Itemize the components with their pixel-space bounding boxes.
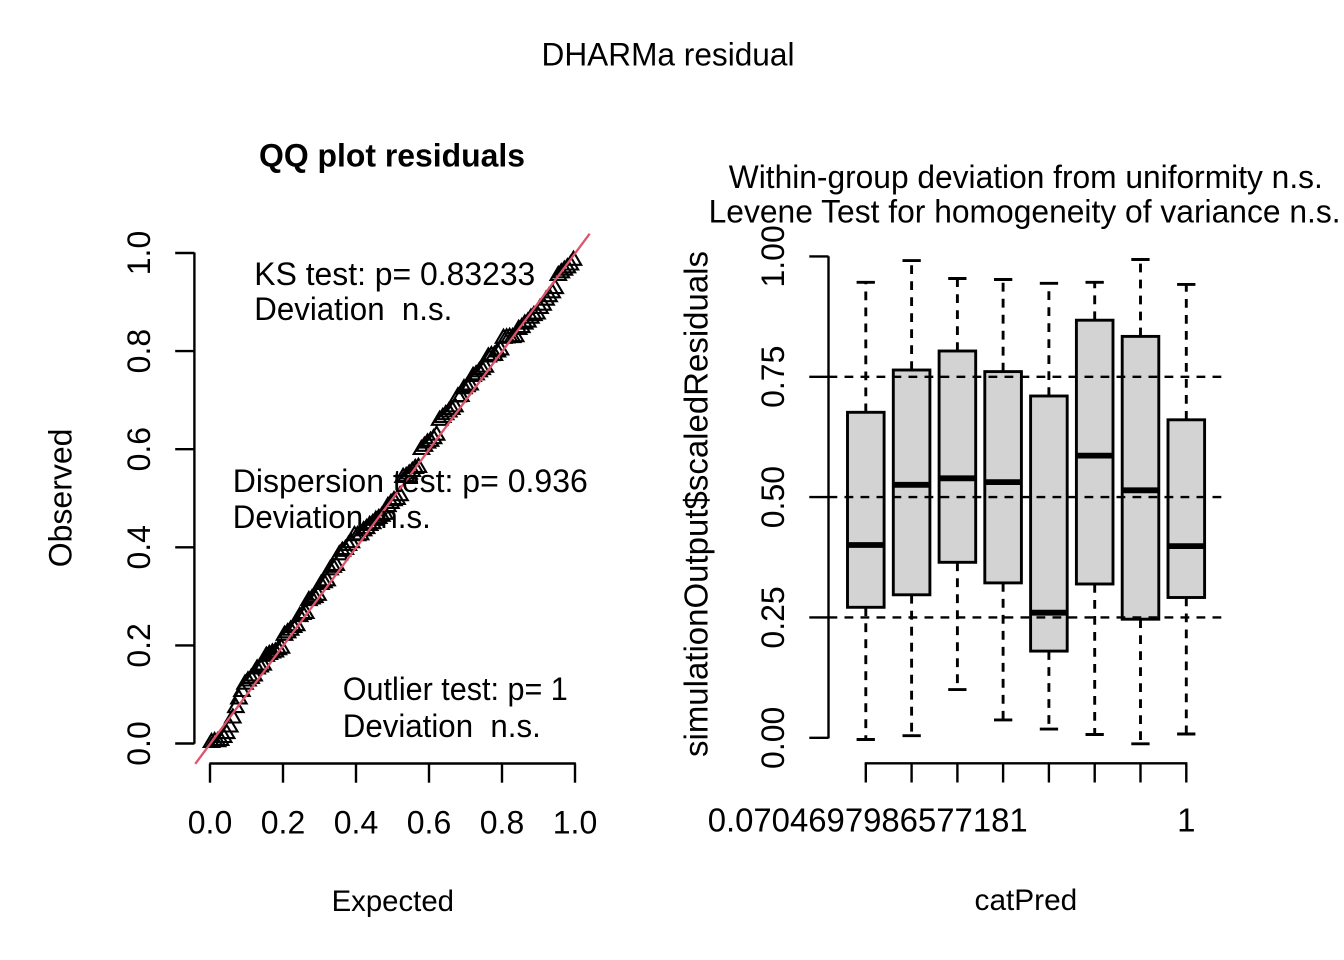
svg-text:DHARMa residual: DHARMa residual xyxy=(542,36,795,72)
svg-text:0.2: 0.2 xyxy=(261,805,305,841)
svg-text:Within-group deviation from un: Within-group deviation from uniformity n… xyxy=(729,159,1323,195)
svg-text:0.75: 0.75 xyxy=(755,346,791,408)
svg-text:Levene Test for homogeneity of: Levene Test for homogeneity of variance … xyxy=(709,193,1341,229)
svg-text:0.8: 0.8 xyxy=(121,329,157,373)
svg-text:0.4: 0.4 xyxy=(121,525,157,569)
svg-text:0.2: 0.2 xyxy=(121,623,157,667)
svg-text:0.25: 0.25 xyxy=(755,586,791,648)
svg-text:0.4: 0.4 xyxy=(334,805,378,841)
svg-text:Observed: Observed xyxy=(43,429,79,568)
svg-text:Expected: Expected xyxy=(332,885,454,918)
svg-text:1.0: 1.0 xyxy=(121,231,157,275)
svg-text:0.8: 0.8 xyxy=(480,805,524,841)
svg-text:1: 1 xyxy=(1177,802,1195,839)
svg-text:Deviation n.s.: Deviation n.s. xyxy=(233,499,431,535)
svg-text:Deviation n.s.: Deviation n.s. xyxy=(254,291,452,327)
svg-text:KS test: p= 0.83233: KS test: p= 0.83233 xyxy=(254,256,535,292)
svg-text:0.6: 0.6 xyxy=(121,427,157,471)
svg-text:simulationOutput$scaledResidua: simulationOutput$scaledResiduals xyxy=(678,251,715,757)
svg-text:0.6: 0.6 xyxy=(407,805,451,841)
svg-text:1.00: 1.00 xyxy=(755,225,791,287)
svg-text:1.0: 1.0 xyxy=(553,805,597,841)
svg-text:Outlier test: p= 1: Outlier test: p= 1 xyxy=(343,671,568,707)
svg-text:0.0: 0.0 xyxy=(188,805,232,841)
svg-text:Deviation n.s.: Deviation n.s. xyxy=(343,708,541,744)
svg-text:Dispersion test: p= 0.936: Dispersion test: p= 0.936 xyxy=(233,463,588,499)
svg-text:0.50: 0.50 xyxy=(755,466,791,528)
svg-text:0.00: 0.00 xyxy=(755,707,791,769)
svg-text:QQ plot residuals: QQ plot residuals xyxy=(259,137,525,173)
svg-text:0.0704697986577181: 0.0704697986577181 xyxy=(708,802,1028,839)
svg-text:catPred: catPred xyxy=(975,884,1078,917)
svg-text:0.0: 0.0 xyxy=(121,721,157,765)
